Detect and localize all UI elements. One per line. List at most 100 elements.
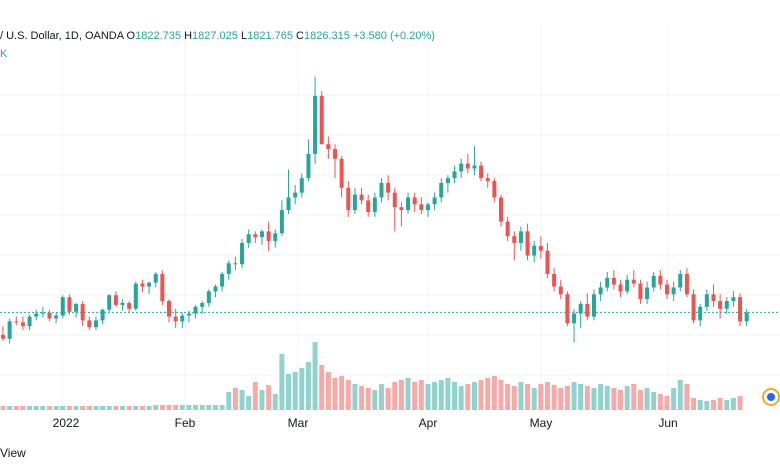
candle-body [658,275,663,285]
volume-bar [113,406,119,410]
candle-body [386,182,391,193]
candle-body [425,204,430,211]
candle-body [167,301,171,317]
candle-body [93,320,98,328]
volume-bar [378,384,384,410]
volume-bar [60,406,66,410]
volume-bar [232,388,238,410]
candle-body [704,294,709,307]
volume-bar [292,372,298,410]
toolbar-strip [0,0,780,24]
volume-bar [93,406,99,410]
volume-bar [352,384,358,410]
volume-bar [591,388,597,410]
volume-bar [266,385,272,410]
volume-bar [312,342,318,410]
volume-bar [664,396,670,410]
volume-bar [27,406,33,410]
volume-bar [518,382,524,410]
volume-bar [179,405,185,410]
candle-body [744,312,749,322]
volume-bar [385,388,391,410]
candle-body [479,165,484,179]
volume-bar [100,406,106,410]
volume-bar [538,384,544,410]
candle-body [419,204,424,211]
candle-body [558,286,563,295]
candle-body [100,309,105,321]
volume-bar [438,380,444,410]
volume-bar [657,394,663,410]
volume-bar [279,354,285,410]
candle-body [605,277,610,288]
volume-bar [412,382,418,410]
candle-body [127,302,132,309]
volume-bar [558,388,564,410]
low-label: L [240,30,248,42]
volume-bar [684,384,690,410]
volume-bar [551,385,557,410]
candle-body [492,181,497,198]
ohlc-legend: / U.S. Dollar, 1D, OANDA O1822.735 H1827… [0,30,435,42]
volume-bar [186,405,192,410]
volume-bar [491,376,497,410]
candle-body [372,197,377,212]
candle-body [200,302,205,307]
candle-body [518,231,523,243]
candle-body [193,306,198,314]
candle-body [684,273,689,295]
volume-bar [359,386,365,410]
volume-bar [571,382,577,410]
volume-bar [80,406,86,410]
candle-body [213,286,218,292]
candle-body [147,282,152,287]
volume-bar [259,390,265,410]
x-tick-label: Jun [658,416,677,430]
volume-bar [86,406,92,410]
volume-bar [578,384,584,410]
volume-bar [737,396,743,410]
open-label: O [126,30,136,42]
volume-bar [485,378,491,410]
candle-body [505,221,510,237]
candle-body [140,283,145,287]
candle-body [107,295,112,310]
volume-bar [272,394,278,410]
candle-body [439,182,444,198]
candle-body [339,158,344,188]
volume-bar [73,406,79,410]
view-link[interactable]: View [0,446,26,460]
volume-bar [365,388,371,410]
volume-bar [339,376,345,410]
volume-bar [239,390,245,410]
candle-body [74,303,79,312]
volume-bar [432,382,438,410]
candle-body [392,192,397,208]
candle-body [346,187,351,211]
candle-body [379,182,384,198]
volume-bar [637,390,643,410]
x-tick-label: Apr [419,416,438,430]
candle-body [432,197,437,205]
candle-body [525,231,530,256]
volume-bars [0,342,743,410]
volume-bar [166,405,172,410]
indicator-icon[interactable] [762,388,780,406]
volume-bar [199,405,205,410]
volume-bar [20,406,26,410]
candle-body [538,245,543,251]
open-value: 1822.735 [135,30,181,42]
candle-body [399,207,404,211]
volume-bar [120,406,126,410]
candle-body [445,178,450,183]
candle-body [731,297,736,302]
volume-bar [332,378,338,410]
candle-body [459,163,464,172]
candle-body [724,301,729,309]
volume-bar [206,405,212,410]
volume-bar [458,386,464,410]
candle-body [34,313,39,317]
candle-body [572,313,577,324]
volume-bar [598,384,604,410]
